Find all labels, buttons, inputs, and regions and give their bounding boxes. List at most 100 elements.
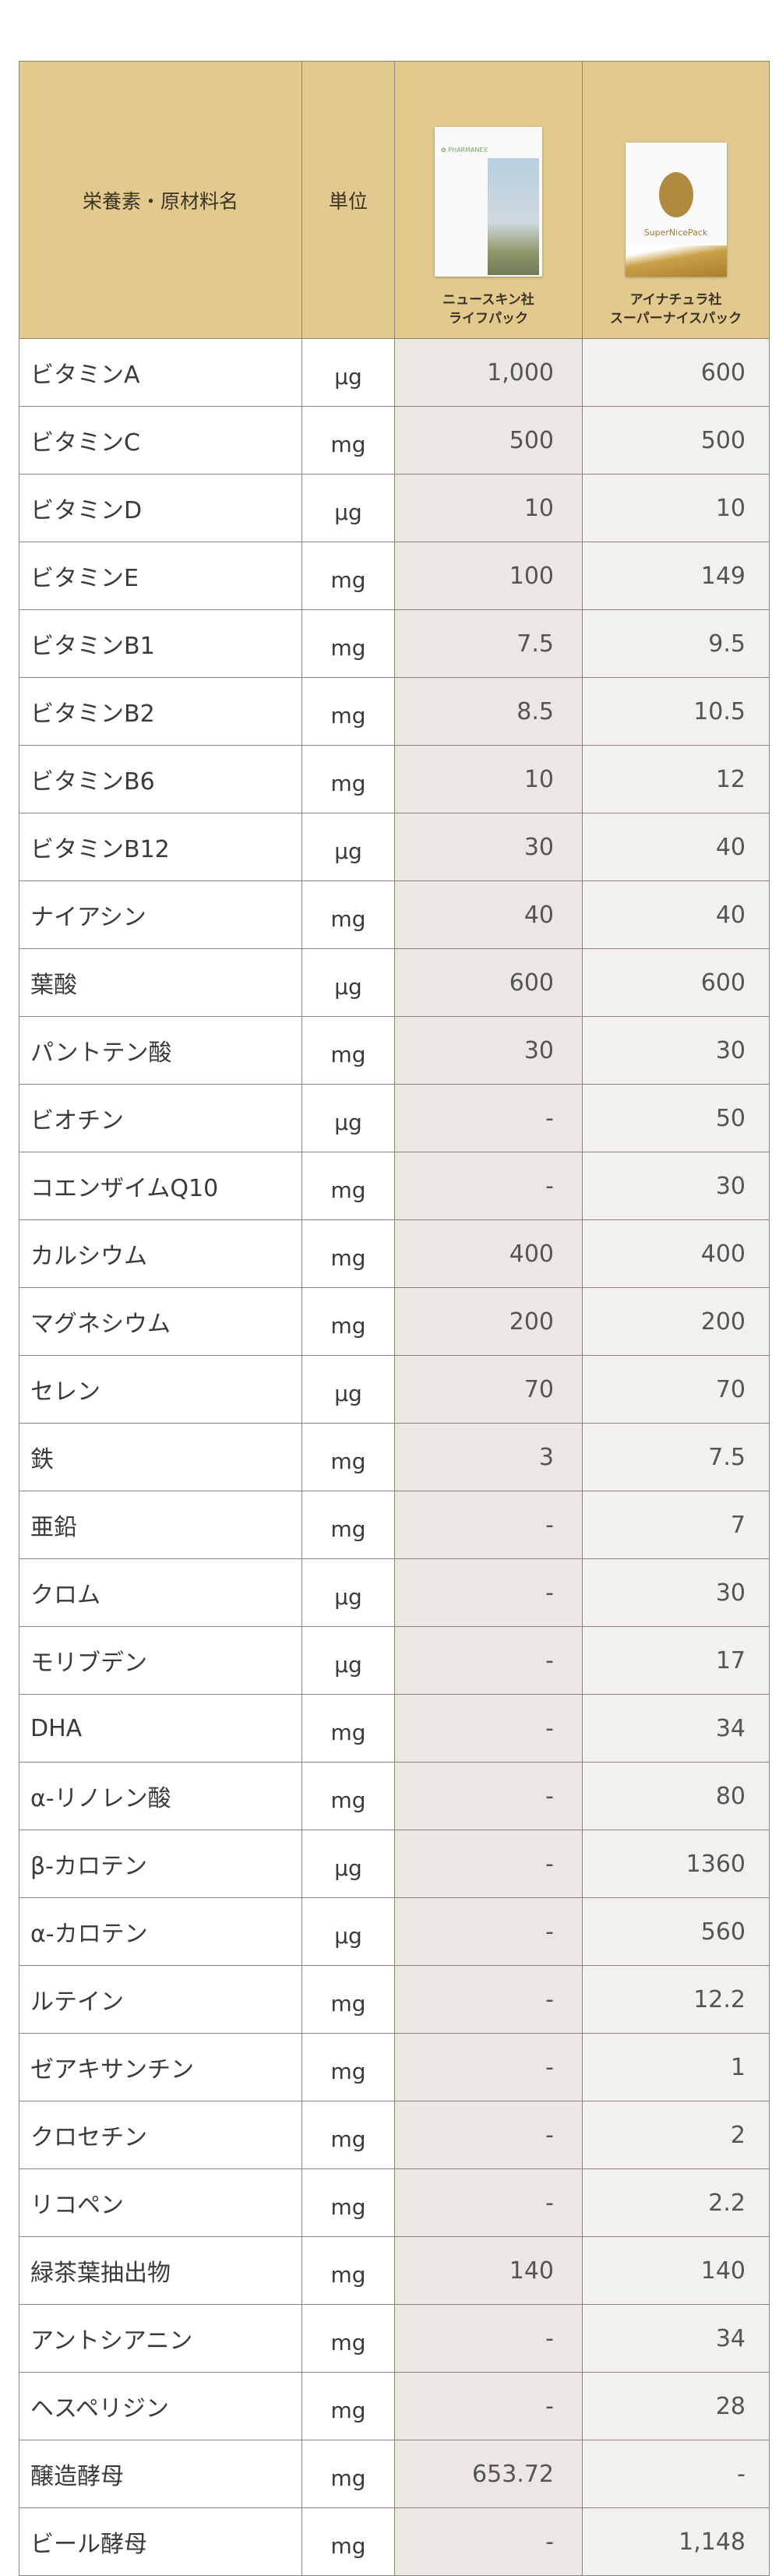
lifepak-value: 8.5 — [394, 677, 583, 746]
unit-cell: mg — [301, 880, 395, 949]
lifepak-value: 3 — [394, 1423, 583, 1491]
lifepak-value: 200 — [394, 1287, 583, 1356]
unit-cell: μg — [301, 474, 395, 542]
table-row: パントテン酸 mg 30 30 — [19, 1016, 770, 1085]
lifepak-value: - — [394, 2304, 583, 2373]
table-row: アントシアニン mg -34 — [19, 2304, 770, 2373]
lifepak-value: - — [394, 1830, 583, 1898]
product2-name: スーパーナイスパック — [609, 311, 742, 327]
supernicepack-product-image: SuperNicePack — [625, 142, 727, 277]
lifepak-value: 10 — [394, 745, 583, 813]
nutrient-name: ヘスペリジン — [19, 2372, 302, 2440]
unit-cell: mg — [301, 2033, 395, 2101]
supernicepack-value: 149 — [582, 542, 770, 610]
unit-cell: mg — [301, 1219, 395, 1288]
nutrient-name: ビタミンD — [19, 474, 302, 542]
table-row: ビタミンD μg 10 10 — [19, 474, 770, 542]
lifepak-value: 653.72 — [394, 2440, 583, 2508]
unit-cell: mg — [301, 1287, 395, 1356]
supernicepack-value: 1360 — [582, 1830, 770, 1898]
nutrient-name: マグネシウム — [19, 1287, 302, 1356]
supernicepack-value: 10 — [582, 474, 770, 542]
supernicepack-value: 34 — [582, 2304, 770, 2373]
lifepak-value: - — [394, 2101, 583, 2169]
unit-cell: μg — [301, 1084, 395, 1152]
nutrient-name: ビタミンB1 — [19, 609, 302, 678]
lifepak-value: 1,000 — [394, 338, 583, 407]
unit-cell: μg — [301, 948, 395, 1017]
unit-cell: mg — [301, 2440, 395, 2508]
unit-cell: μg — [301, 1355, 395, 1424]
table-row: セレン μg 70 70 — [19, 1355, 770, 1424]
unit-cell: mg — [301, 406, 395, 475]
nutrient-name: ビタミンB6 — [19, 745, 302, 813]
lifepak-value: 400 — [394, 1219, 583, 1288]
supernicepack-value: 28 — [582, 2372, 770, 2440]
nutrient-name: 葉酸 — [19, 948, 302, 1017]
lifepak-product-image: ✿ PHARMANEX — [435, 126, 542, 277]
table-row: α-リノレン酸 mg -80 — [19, 1762, 770, 1830]
table-row: 緑茶葉抽出物 mg 140 140 — [19, 2236, 770, 2305]
supernicepack-logo: SuperNicePack — [643, 227, 708, 238]
lifepak-value: - — [394, 1762, 583, 1830]
unit-cell: mg — [301, 542, 395, 610]
supernicepack-value: 7 — [582, 1491, 770, 1559]
unit-cell: μg — [301, 1830, 395, 1898]
nutrient-name: β-カロテン — [19, 1830, 302, 1898]
unit-cell: mg — [301, 677, 395, 746]
lifepak-value: - — [394, 2033, 583, 2101]
table-row: ルテイン mg -12.2 — [19, 1965, 770, 2034]
unit-cell: mg — [301, 2236, 395, 2305]
header-unit: 単位 — [301, 61, 395, 339]
unit-cell: mg — [301, 1694, 395, 1763]
supernicepack-value: 10.5 — [582, 677, 770, 746]
supernicepack-value: 1,148 — [582, 2507, 770, 2576]
supernicepack-value: 400 — [582, 1219, 770, 1288]
lifepak-value: 30 — [394, 1016, 583, 1085]
lifepak-value: 10 — [394, 474, 583, 542]
supernicepack-value: 2.2 — [582, 2168, 770, 2237]
nutrient-name: コエンザイムQ10 — [19, 1152, 302, 1220]
supernicepack-value: 1 — [582, 2033, 770, 2101]
supernicepack-value: 12 — [582, 745, 770, 813]
nutrient-name: モリブデン — [19, 1626, 302, 1695]
lifepak-value: - — [394, 1558, 583, 1627]
supernicepack-value: 80 — [582, 1762, 770, 1830]
nutrient-name: ナイアシン — [19, 880, 302, 949]
supernicepack-value: 2 — [582, 2101, 770, 2169]
lifepak-value: 140 — [394, 2236, 583, 2305]
table-row: 鉄 mg 3 7.5 — [19, 1423, 770, 1491]
unit-cell: mg — [301, 1152, 395, 1220]
nutrient-name: ビタミンE — [19, 542, 302, 610]
unit-cell: μg — [301, 1558, 395, 1627]
nutrient-name: リコペン — [19, 2168, 302, 2237]
header-nutrient-name: 栄養素・原材料名 — [19, 61, 302, 339]
table-body: ビタミンA μg 1,000 600 ビタミンC mg 500 500 ビタミンD μg 10 10 ビ… — [19, 338, 770, 2576]
lifepak-value: - — [394, 2168, 583, 2237]
table-row: マグネシウム mg 200 200 — [19, 1287, 770, 1356]
nutrient-name: 醸造酵母 — [19, 2440, 302, 2508]
nutrient-name: アントシアニン — [19, 2304, 302, 2373]
nutrient-name: パントテン酸 — [19, 1016, 302, 1085]
nutrient-name: DHA — [19, 1694, 302, 1763]
supernicepack-value: 200 — [582, 1287, 770, 1356]
unit-cell: mg — [301, 1491, 395, 1559]
supernicepack-value: 9.5 — [582, 609, 770, 678]
table-row: ゼアキサンチン mg -1 — [19, 2033, 770, 2101]
supernicepack-value: 500 — [582, 406, 770, 475]
lifepak-value: - — [394, 2507, 583, 2576]
table-row: 葉酸 μg 600 600 — [19, 948, 770, 1017]
lifepak-value: - — [394, 2372, 583, 2440]
unit-cell: mg — [301, 2507, 395, 2576]
table-row: ビール酵母 mg -1,148 — [19, 2507, 770, 2576]
supernicepack-value: 40 — [582, 813, 770, 881]
supernicepack-value: 40 — [582, 880, 770, 949]
supernicepack-value: 50 — [582, 1084, 770, 1152]
product2-company: アイナチュラ社 — [629, 291, 722, 308]
nutrient-name: セレン — [19, 1355, 302, 1424]
lifepak-brand-logo: ✿ PHARMANEX — [441, 146, 488, 154]
nutrient-name: ビタミンB2 — [19, 677, 302, 746]
supernicepack-value: 600 — [582, 338, 770, 407]
supernicepack-value: 140 — [582, 2236, 770, 2305]
unit-cell: mg — [301, 2304, 395, 2373]
